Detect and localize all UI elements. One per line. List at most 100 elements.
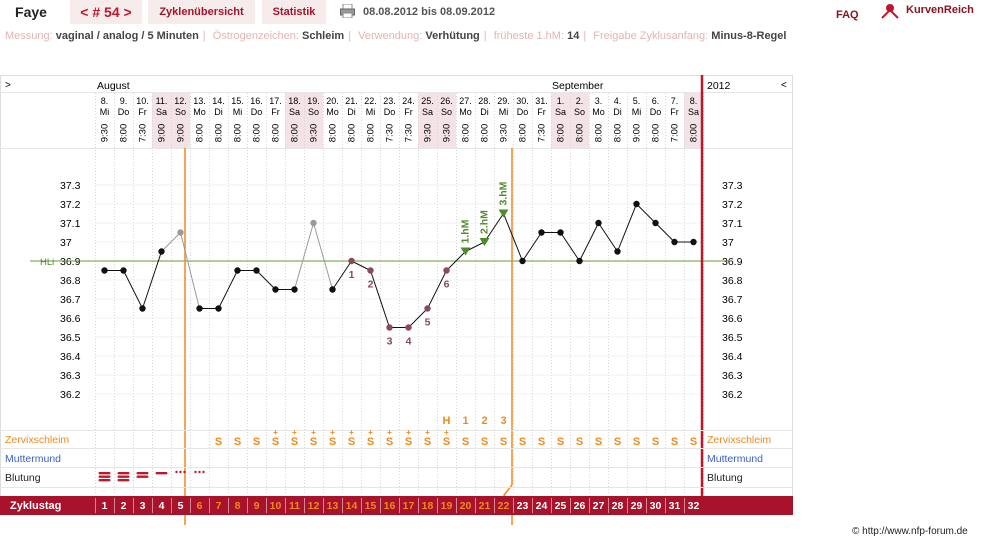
cycleday-number: 26 [574,500,586,512]
mucus-row-label: Zervixschleim [5,434,69,446]
y-tick-right: 37.1 [722,218,743,230]
temperature-point [633,200,640,208]
temperature-point [538,229,545,236]
weekday-label: Do [251,107,263,117]
date-label: 5. [633,96,641,106]
kurvenreich-logo[interactable]: KurvenReich [906,4,974,16]
cycleday-number: 5 [178,500,184,512]
tab-cycle-overview[interactable]: Zyklenübersicht [148,0,255,24]
faq-link[interactable]: FAQ [836,9,859,21]
spotting-dot [202,470,205,474]
spotting-dot [175,470,178,474]
weekday-label: Mi [632,107,642,117]
arrow-right-nav: < [781,80,787,91]
cycleday-number: 21 [479,500,491,512]
time-label: 7:30 [385,124,396,143]
temperature-point [139,305,146,312]
weekend-shade [304,93,323,148]
top-bar: Faye < # 54 > Zyklenübersicht Statistik … [0,0,981,26]
time-label: 8:00 [518,124,529,143]
mucus-value: S [234,436,241,448]
weekday-label: Fr [404,107,413,117]
weekday-label: Di [613,107,622,117]
curve-segment [579,222,599,262]
date-label: 22. [364,96,377,106]
curve-segment [598,222,618,252]
estrogen-sign-label: Östrogenzeichen: [212,30,299,42]
mucus-value: S [614,436,621,448]
low-measure-label: 3 [387,336,393,348]
temperature-point [253,267,260,274]
cycleday-number: 29 [631,500,643,512]
weekday-label: Fr [670,107,679,117]
temperature-point [310,219,317,227]
date-label: 2. [576,96,584,106]
weekday-label: Di [347,107,356,117]
cycleday-number: 14 [346,500,358,512]
spotting-dot [183,470,186,474]
mucus-value: S [652,436,659,448]
tab-statistics[interactable]: Statistik [262,0,326,24]
curve-segment [522,232,542,262]
mucus-value: S [462,436,469,448]
mucus-plus-mark: + [387,428,392,437]
date-label: 27. [459,96,472,106]
user-name: Faye [0,0,62,24]
info-line: Messung: vaginal / analog / 5 Minuten | Ö… [5,30,787,42]
cycleday-number: 2 [121,500,127,512]
time-label: 7:30 [404,124,415,143]
weekday-label: Di [214,107,223,117]
date-label: 11. [156,96,168,106]
low-measure-label: 4 [406,336,412,348]
curve-segment [142,251,162,309]
mucus-value: S [291,436,298,448]
time-label: 8:00 [290,124,301,143]
cycleday-number: 10 [270,500,282,512]
cycleday-number: 1 [102,500,108,512]
weekday-label: Sa [156,107,167,117]
time-label: 8:00 [214,124,225,143]
high-measure-point [460,247,471,256]
bleeding-mark [136,472,149,475]
month-label-left: August [97,80,130,92]
y-tick-right: 36.9 [722,256,743,268]
spotting-dot [198,470,201,474]
y-tick-left: 36.3 [60,370,81,382]
y-tick-left: 36.2 [60,389,81,401]
temperature-point [652,219,659,227]
time-label: 8:00 [689,124,700,143]
curve-segment [484,213,504,243]
y-tick-left: 37.1 [60,218,81,230]
time-label: 8:00 [461,124,472,143]
mucus-value: S [595,436,602,448]
time-label: 8:00 [556,124,567,143]
time-label: 7:30 [138,124,149,143]
bleeding-mark [117,479,130,482]
time-label: 9:30 [423,124,434,143]
date-label: 4. [614,96,622,106]
bleeding-row-label-right: Blutung [707,472,743,484]
printer-icon[interactable] [340,4,355,18]
date-label: 29. [497,96,510,106]
weekend-shade [684,93,703,148]
temperature-point [576,257,583,265]
time-label: 8:00 [233,124,244,143]
mucus-value: S [481,436,488,448]
curve-segment [256,270,276,290]
weekday-label: Mo [459,107,472,117]
time-label: 8:00 [594,124,605,143]
mucus-value: S [557,436,564,448]
high-measure-label: 2.hM [479,210,491,234]
cycle-navigator[interactable]: < # 54 > [70,0,142,24]
date-label: 20. [326,96,339,106]
temperature-point [367,267,374,274]
date-label: 18. [288,96,301,106]
weekday-label: Fr [271,107,280,117]
y-tick-left: 36.5 [60,332,81,344]
temperature-point [329,286,336,293]
bleeding-mark [136,475,149,478]
date-label: 21. [345,96,358,106]
temperature-point [671,238,678,246]
arrow-left-nav: > [5,80,11,91]
date-label: 6. [652,96,660,106]
